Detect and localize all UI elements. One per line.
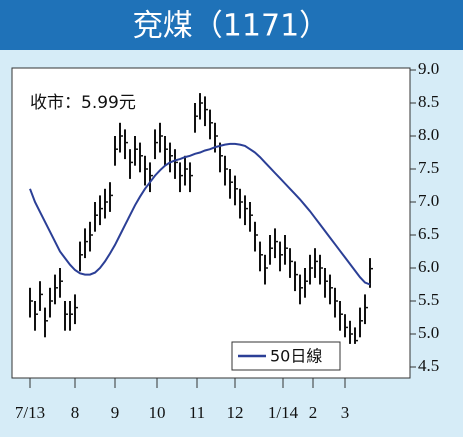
x-tick-label: 7/13 <box>15 403 45 422</box>
x-tick-label: 11 <box>189 403 205 422</box>
y-tick-label: 8.5 <box>418 92 439 111</box>
chart-title: 兗煤（1171） <box>133 9 329 44</box>
y-tick-label: 6.5 <box>418 224 439 243</box>
legend-label: 50日線 <box>270 347 322 366</box>
title-banner <box>0 0 463 50</box>
x-tick-label: 8 <box>71 403 80 422</box>
x-tick-label: 10 <box>149 403 166 422</box>
y-tick-label: 9.0 <box>418 59 439 78</box>
y-tick-label: 6.0 <box>418 257 439 276</box>
ma-line <box>29 142 371 286</box>
y-tick-label: 8.0 <box>418 125 439 144</box>
x-tick-label: 1/14 <box>268 403 299 422</box>
y-tick-label: 7.0 <box>418 191 439 210</box>
y-tick-label: 4.5 <box>418 356 439 375</box>
y-tick-label: 5.0 <box>418 323 439 342</box>
x-tick-label: 3 <box>341 403 350 422</box>
x-tick-label: 12 <box>227 403 244 422</box>
x-tick-label: 9 <box>111 403 120 422</box>
annotation: 收市：5.99元 <box>30 93 136 113</box>
y-tick-label: 7.5 <box>418 158 439 177</box>
x-tick-label: 2 <box>309 403 318 422</box>
y-tick-label: 5.5 <box>418 290 439 309</box>
